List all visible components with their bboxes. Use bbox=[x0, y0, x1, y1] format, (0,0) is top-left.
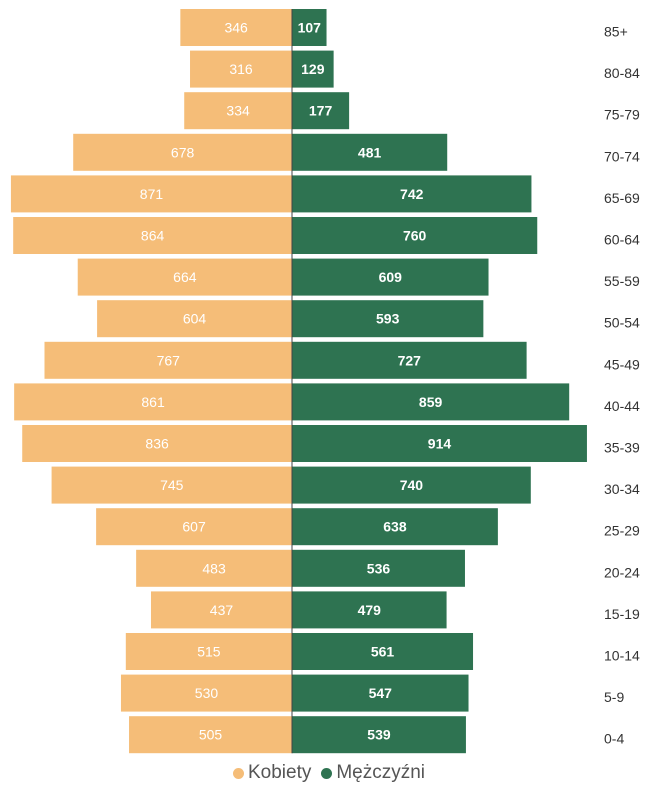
data-label-male-20-24: 536 bbox=[367, 560, 391, 576]
age-group-label-15-19: 15-19 bbox=[604, 606, 640, 622]
bar-female-40-44[interactable] bbox=[14, 383, 292, 421]
bar-female-45-49[interactable] bbox=[44, 341, 292, 379]
data-label-female-40-44: 861 bbox=[141, 394, 165, 410]
bar-male-40-44[interactable] bbox=[292, 383, 570, 421]
bar-female-75-79[interactable] bbox=[184, 92, 292, 130]
bar-male-70-74[interactable] bbox=[292, 133, 448, 171]
age-group-label-40-44: 40-44 bbox=[604, 398, 640, 414]
bar-male-30-34[interactable] bbox=[292, 466, 531, 504]
data-label-female-80-84: 316 bbox=[229, 61, 253, 77]
legend-item-female[interactable]: Kobiety bbox=[232, 762, 312, 784]
age-group-label-45-49: 45-49 bbox=[604, 356, 640, 372]
age-group-label-35-39: 35-39 bbox=[604, 440, 640, 456]
age-group-label-0-4: 0-4 bbox=[604, 731, 624, 747]
bar-male-5-9[interactable] bbox=[292, 674, 469, 712]
age-group-label-30-34: 30-34 bbox=[604, 481, 640, 497]
bar-male-80-84[interactable] bbox=[292, 50, 334, 88]
data-label-female-25-29: 607 bbox=[182, 519, 206, 535]
bar-male-20-24[interactable] bbox=[292, 549, 465, 587]
data-label-female-15-19: 437 bbox=[210, 602, 234, 618]
data-label-female-30-34: 745 bbox=[160, 477, 184, 493]
data-label-female-20-24: 483 bbox=[202, 560, 226, 576]
data-label-male-30-34: 740 bbox=[400, 477, 424, 493]
data-label-male-75-79: 177 bbox=[309, 103, 333, 119]
bar-male-0-4[interactable] bbox=[292, 716, 466, 754]
bar-female-20-24[interactable] bbox=[136, 549, 292, 587]
legend-item-male[interactable]: Mężczyźni bbox=[321, 762, 425, 784]
data-label-female-10-14: 515 bbox=[197, 644, 221, 660]
age-group-label-70-74: 70-74 bbox=[604, 148, 640, 164]
legend: Kobiety Mężczyźni bbox=[0, 762, 658, 784]
data-label-female-70-74: 678 bbox=[171, 144, 195, 160]
data-label-male-5-9: 547 bbox=[369, 685, 393, 701]
data-label-male-15-19: 479 bbox=[358, 602, 382, 618]
bar-male-35-39[interactable] bbox=[292, 425, 587, 462]
bar-female-55-59[interactable] bbox=[77, 258, 292, 296]
legend-male-marker bbox=[321, 767, 333, 779]
data-label-female-65-69: 871 bbox=[140, 186, 164, 202]
age-group-label-25-29: 25-29 bbox=[604, 523, 640, 539]
bar-male-10-14[interactable] bbox=[292, 633, 474, 670]
bar-male-65-69[interactable] bbox=[292, 175, 532, 213]
data-label-male-70-74: 481 bbox=[358, 144, 382, 160]
data-label-female-75-79: 334 bbox=[226, 103, 250, 119]
bar-female-35-39[interactable] bbox=[22, 425, 292, 462]
bar-male-45-49[interactable] bbox=[292, 341, 527, 379]
data-label-male-50-54: 593 bbox=[376, 311, 400, 327]
bar-female-65-69[interactable] bbox=[10, 175, 292, 213]
bar-male-55-59[interactable] bbox=[292, 258, 489, 296]
bar-female-80-84[interactable] bbox=[190, 50, 292, 88]
age-group-label-75-79: 75-79 bbox=[604, 107, 640, 123]
data-label-male-80-84: 129 bbox=[301, 61, 325, 77]
data-label-female-50-54: 604 bbox=[183, 311, 207, 327]
data-label-male-60-64: 760 bbox=[403, 228, 427, 244]
bar-female-0-4[interactable] bbox=[129, 716, 292, 754]
data-label-male-25-29: 638 bbox=[383, 519, 407, 535]
age-group-label-55-59: 55-59 bbox=[604, 273, 640, 289]
data-label-female-5-9: 530 bbox=[195, 685, 219, 701]
bar-male-85+[interactable] bbox=[292, 9, 327, 46]
data-label-female-55-59: 664 bbox=[173, 269, 197, 285]
population-pyramid-chart: 346 107 85+ 316 129 80-84 334 177 75-79 678 481 70-… bbox=[10, 9, 640, 754]
bar-female-50-54[interactable] bbox=[97, 300, 292, 338]
data-label-male-55-59: 609 bbox=[379, 269, 403, 285]
bar-female-10-14[interactable] bbox=[125, 633, 292, 670]
legend-female-label: Kobiety bbox=[247, 762, 312, 783]
data-label-male-85+: 107 bbox=[298, 20, 322, 36]
bar-male-75-79[interactable] bbox=[292, 92, 350, 130]
age-group-label-85+: 85+ bbox=[604, 24, 628, 40]
bar-female-15-19[interactable] bbox=[150, 591, 292, 629]
data-label-female-60-64: 864 bbox=[141, 228, 165, 244]
bar-male-15-19[interactable] bbox=[292, 591, 447, 629]
data-label-female-85+: 346 bbox=[224, 20, 248, 36]
data-label-male-45-49: 727 bbox=[398, 352, 422, 368]
data-label-male-40-44: 859 bbox=[419, 394, 443, 410]
age-group-label-10-14: 10-14 bbox=[604, 648, 640, 664]
data-label-male-65-69: 742 bbox=[400, 186, 424, 202]
legend-male-label: Mężczyźni bbox=[336, 762, 426, 783]
age-group-label-80-84: 80-84 bbox=[604, 65, 640, 81]
data-label-male-10-14: 561 bbox=[371, 644, 395, 660]
bar-female-5-9[interactable] bbox=[120, 674, 293, 712]
age-group-label-60-64: 60-64 bbox=[604, 232, 640, 248]
data-label-female-35-39: 836 bbox=[145, 436, 169, 452]
data-label-female-0-4: 505 bbox=[199, 727, 223, 743]
bar-female-70-74[interactable] bbox=[73, 133, 292, 171]
bar-male-25-29[interactable] bbox=[292, 508, 498, 546]
bar-male-50-54[interactable] bbox=[292, 300, 484, 338]
data-label-female-45-49: 767 bbox=[157, 352, 181, 368]
bar-female-60-64[interactable] bbox=[13, 217, 293, 254]
bar-female-30-34[interactable] bbox=[51, 466, 292, 504]
age-group-label-20-24: 20-24 bbox=[604, 564, 640, 580]
legend-female-marker bbox=[232, 767, 244, 779]
age-group-label-50-54: 50-54 bbox=[604, 315, 640, 331]
data-label-male-35-39: 914 bbox=[428, 436, 452, 452]
age-group-label-5-9: 5-9 bbox=[604, 689, 624, 705]
bar-female-25-29[interactable] bbox=[96, 508, 293, 546]
age-group-label-65-69: 65-69 bbox=[604, 190, 640, 206]
bar-male-60-64[interactable] bbox=[292, 217, 538, 254]
bar-female-85+[interactable] bbox=[180, 9, 292, 46]
data-label-male-0-4: 539 bbox=[367, 727, 391, 743]
